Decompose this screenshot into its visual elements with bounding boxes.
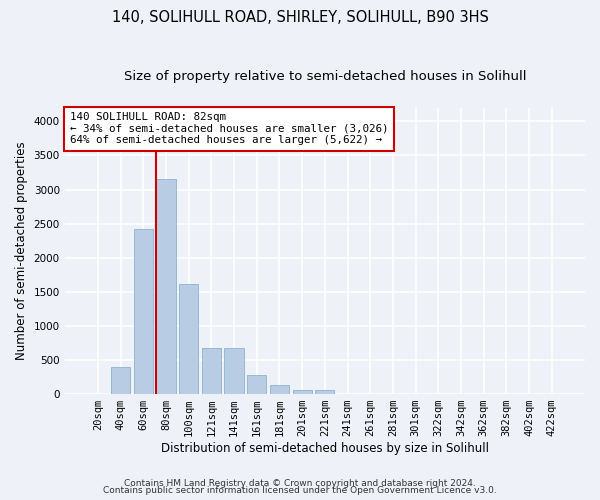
Text: 140 SOLIHULL ROAD: 82sqm
← 34% of semi-detached houses are smaller (3,026)
64% o: 140 SOLIHULL ROAD: 82sqm ← 34% of semi-d… bbox=[70, 112, 388, 146]
Text: Contains HM Land Registry data © Crown copyright and database right 2024.: Contains HM Land Registry data © Crown c… bbox=[124, 478, 476, 488]
Bar bbox=[270, 385, 289, 394]
Text: Contains public sector information licensed under the Open Government Licence v3: Contains public sector information licen… bbox=[103, 486, 497, 495]
Bar bbox=[315, 390, 334, 394]
Bar bbox=[247, 375, 266, 394]
Text: 140, SOLIHULL ROAD, SHIRLEY, SOLIHULL, B90 3HS: 140, SOLIHULL ROAD, SHIRLEY, SOLIHULL, B… bbox=[112, 10, 488, 25]
Bar bbox=[202, 348, 221, 394]
Bar bbox=[179, 284, 199, 394]
Bar bbox=[111, 367, 130, 394]
Bar bbox=[224, 348, 244, 394]
Bar bbox=[157, 180, 176, 394]
Title: Size of property relative to semi-detached houses in Solihull: Size of property relative to semi-detach… bbox=[124, 70, 526, 83]
X-axis label: Distribution of semi-detached houses by size in Solihull: Distribution of semi-detached houses by … bbox=[161, 442, 489, 455]
Y-axis label: Number of semi-detached properties: Number of semi-detached properties bbox=[15, 142, 28, 360]
Bar bbox=[134, 229, 153, 394]
Bar bbox=[293, 390, 312, 394]
